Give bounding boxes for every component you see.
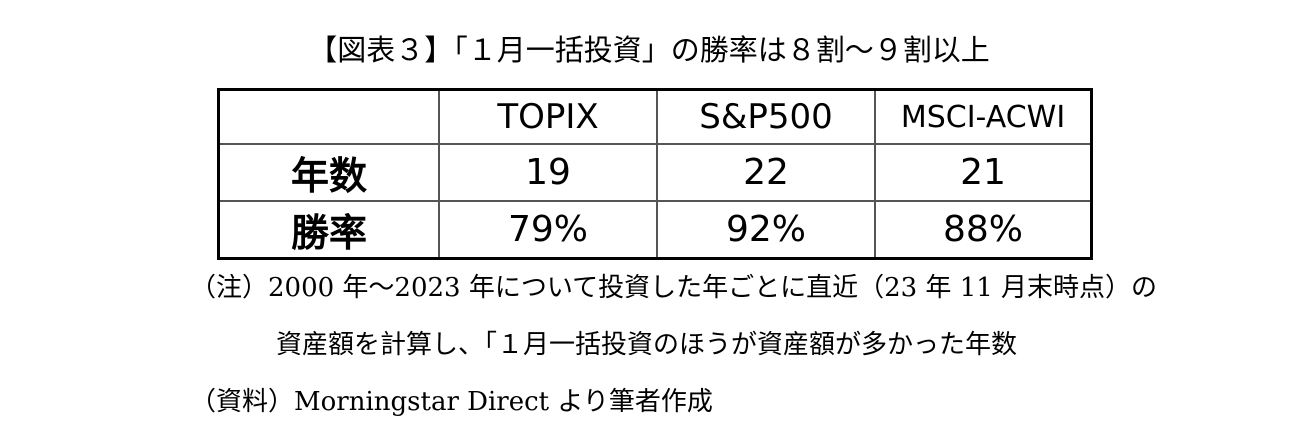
header-cell: TOPIX xyxy=(438,88,658,145)
row-label: 年数 xyxy=(217,143,440,202)
cell: 79% xyxy=(438,200,658,260)
cell: 88% xyxy=(874,200,1093,260)
header-cell xyxy=(217,88,440,145)
note: （注）2000 年～2023 年について投資した年ごとに直近（23 年 11 月… xyxy=(190,273,1158,303)
table: TOPIX S&P500 MSCI-ACWI 年数 19 22 21 勝率 79… xyxy=(217,88,1093,260)
row-label: 勝率 xyxy=(217,200,440,260)
cell: 21 xyxy=(874,143,1093,202)
header-cell: MSCI-ACWI xyxy=(874,88,1093,145)
cell: 19 xyxy=(438,143,658,202)
note: 資産額を計算し、「１月一括投資のほうが資産額が多かった年数 xyxy=(276,330,1018,360)
header-row: TOPIX S&P500 MSCI-ACWI xyxy=(217,88,1093,145)
cell: 92% xyxy=(656,200,876,260)
source: （資料）Morningstar Direct より筆者作成 xyxy=(190,387,713,417)
row: 勝率 79% 92% 88% xyxy=(217,200,1093,260)
header-cell: S&P500 xyxy=(656,88,876,145)
cell: 22 xyxy=(656,143,876,202)
title: 【図表３】「１月一括投資」の勝率は８割～９割以上 xyxy=(308,33,990,67)
row: 年数 19 22 21 xyxy=(217,143,1093,202)
